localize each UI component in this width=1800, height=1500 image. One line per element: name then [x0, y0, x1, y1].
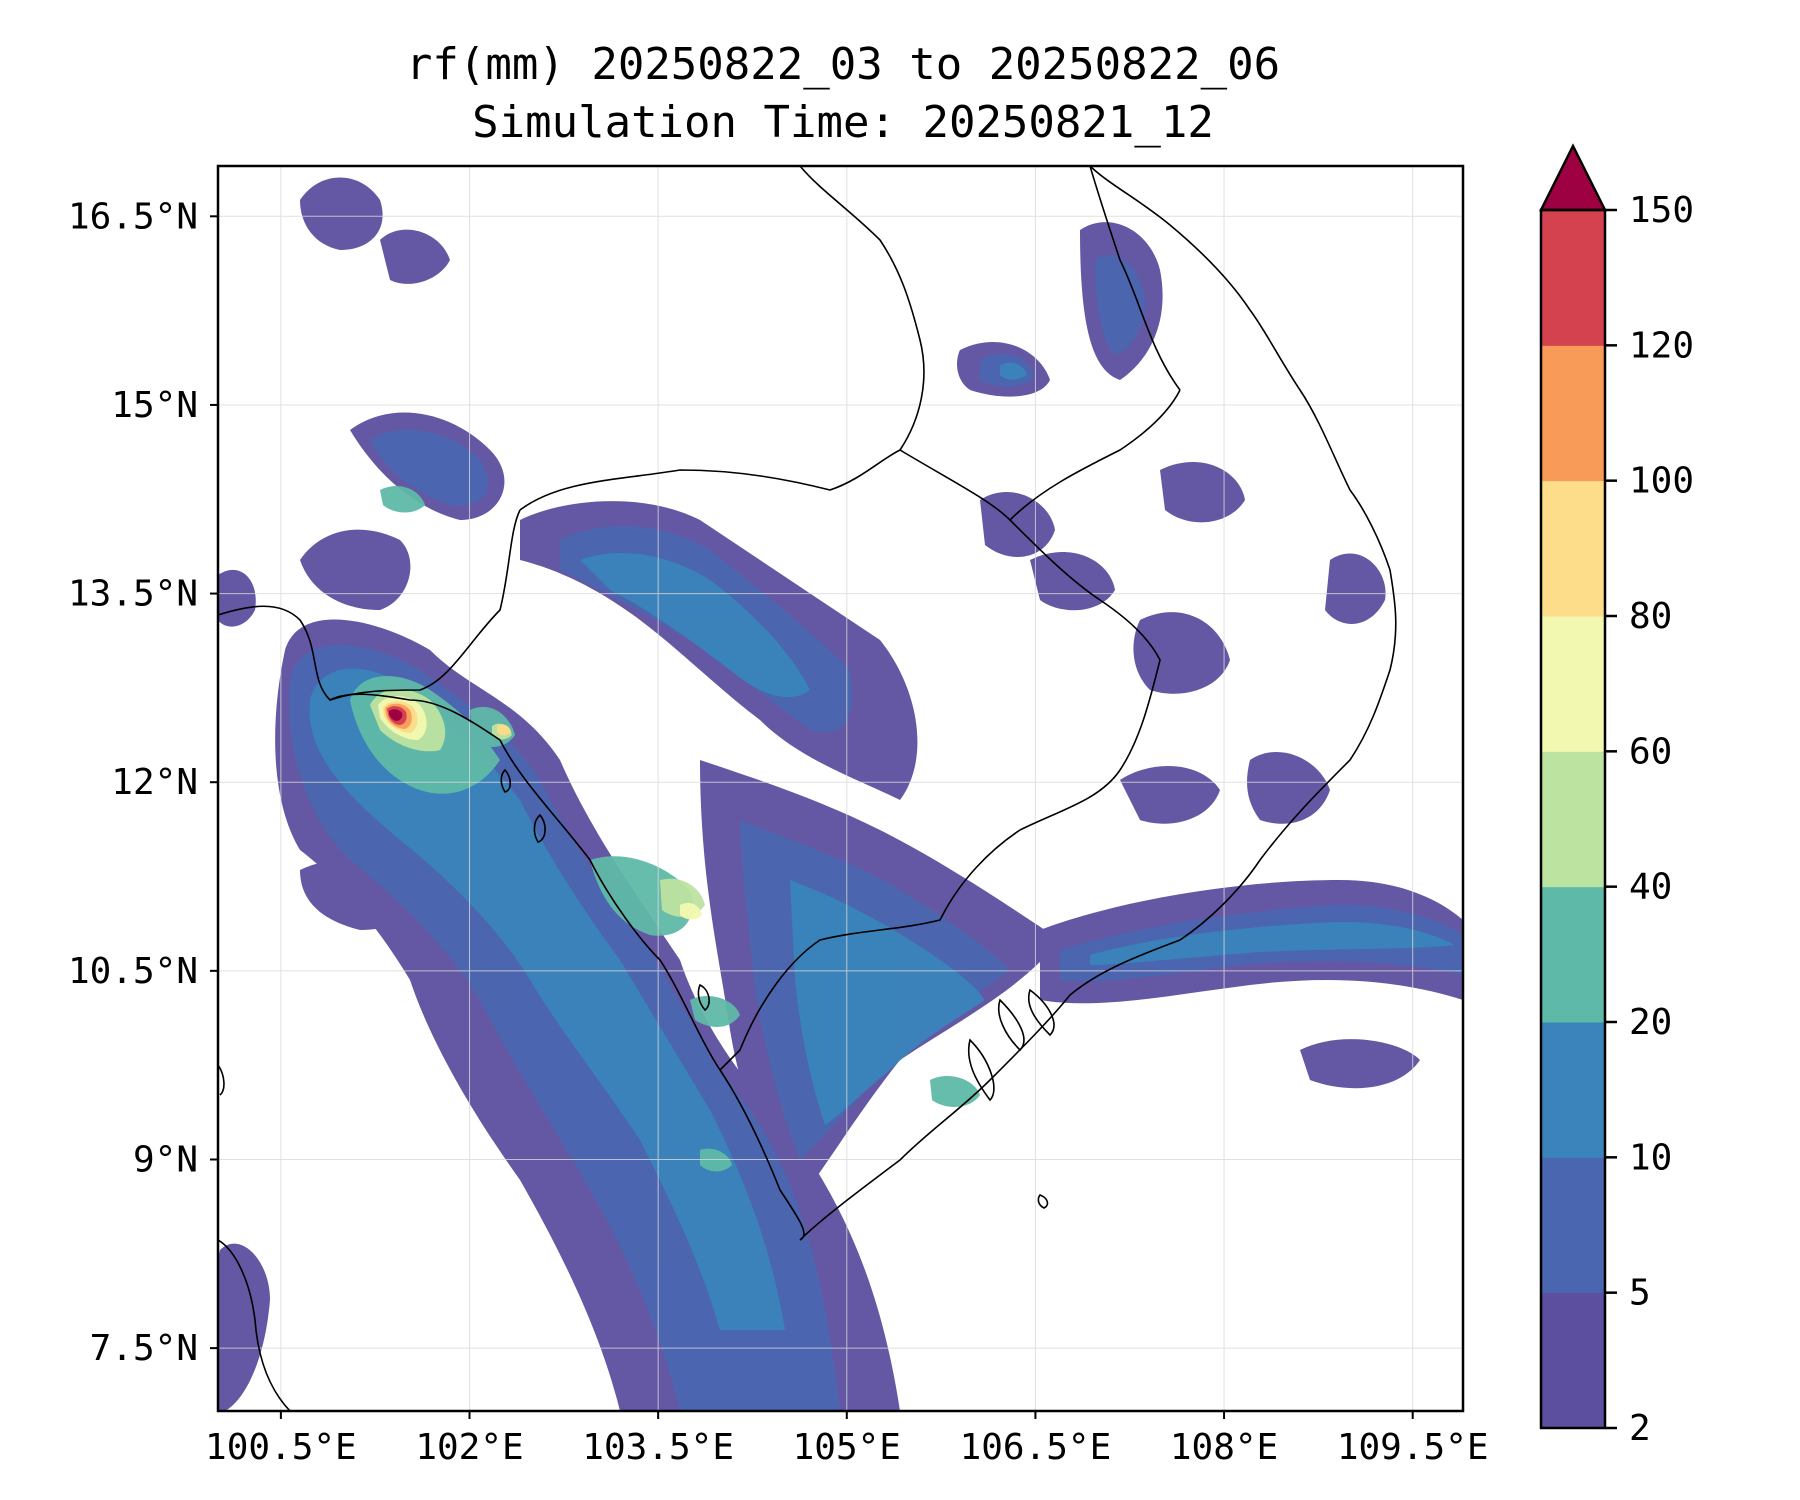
- x-axis: 100.5°E 102°E 103.5°E 105°E 106.5°E 108°E 109.…: [205, 1411, 1489, 1468]
- colorbar-frame: [1539, 208, 1607, 1430]
- colorbar-tick-label: 60: [1629, 731, 1672, 772]
- colorbar-band: [1541, 1292, 1605, 1429]
- y-axis: 7.5°N 9°N 10.5°N 12°N 13.5°N 15°N 16.5°N: [68, 196, 218, 1369]
- colorbar-tick-label: 150: [1629, 190, 1694, 231]
- title-line-1: rf(mm) 20250822_03 to 20250822_06: [405, 39, 1281, 90]
- x-tick-label: 102°E: [415, 1427, 523, 1468]
- colorbar-tick-label: 120: [1629, 325, 1694, 366]
- colorbar-band: [1541, 886, 1605, 1023]
- colorbar-band: [1541, 480, 1605, 617]
- map-frame: [216, 164, 1465, 1413]
- colorbar-tick-label: 5: [1629, 1273, 1651, 1314]
- coastlines-and-borders: [218, 166, 1397, 1411]
- colorbar-band: [1541, 751, 1605, 888]
- x-tick-label: 100.5°E: [205, 1427, 357, 1468]
- colorbar-band: [1541, 1022, 1605, 1158]
- y-tick-label: 7.5°N: [90, 1328, 198, 1369]
- y-tick-label: 10.5°N: [68, 951, 198, 992]
- colorbar-tick-label: 2: [1629, 1408, 1651, 1449]
- colorbar: 2 5 10 20 40 60 80 100 120 150: [1538, 143, 1694, 1449]
- colorbar-tick-label: 80: [1629, 596, 1672, 637]
- x-tick-label: 105°E: [793, 1427, 901, 1468]
- x-tick-label: 103.5°E: [582, 1427, 734, 1468]
- y-tick-label: 13.5°N: [68, 574, 198, 615]
- y-tick-label: 9°N: [133, 1139, 198, 1180]
- y-tick-label: 15°N: [111, 385, 198, 426]
- y-tick-label: 12°N: [111, 762, 198, 803]
- colorbar-tick-label: 100: [1629, 461, 1694, 502]
- colorbar-tick-label: 10: [1629, 1137, 1672, 1178]
- y-tick-label: 16.5°N: [68, 196, 198, 237]
- x-tick-label: 106.5°E: [960, 1427, 1112, 1468]
- colorbar-extend-triangle: [1538, 143, 1608, 212]
- x-tick-label: 108°E: [1170, 1427, 1278, 1468]
- x-tick-label: 109.5°E: [1337, 1427, 1489, 1468]
- colorbar-band: [1541, 210, 1605, 346]
- colorbar-tick-label: 20: [1629, 1002, 1672, 1043]
- gridlines: [218, 166, 1463, 1411]
- map-area: [216, 164, 1465, 1413]
- colorbar-band: [1541, 1157, 1605, 1294]
- title-line-2: Simulation Time: 20250821_12: [472, 97, 1214, 148]
- colorbar-band: [1541, 616, 1605, 752]
- colorbar-band: [1541, 345, 1605, 482]
- colorbar-tick-label: 40: [1629, 867, 1672, 908]
- rainfall-field: [218, 177, 1463, 1411]
